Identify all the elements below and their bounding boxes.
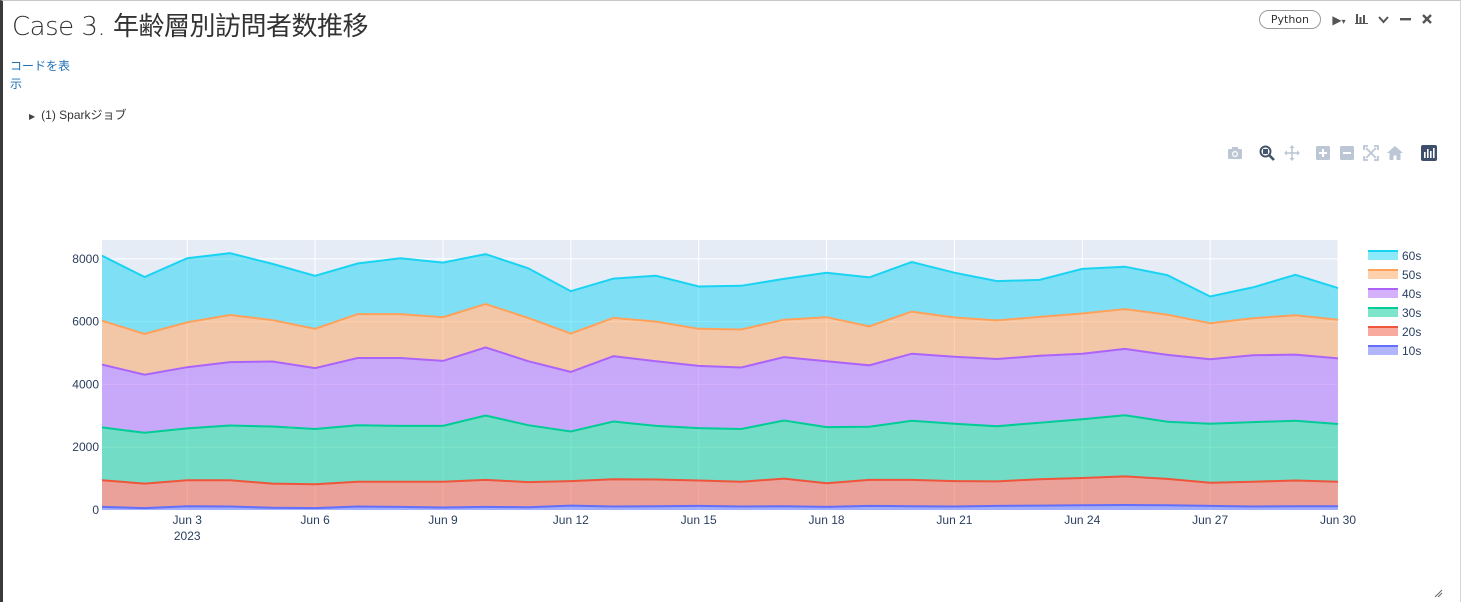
- x-tick-label: Jun 21: [936, 513, 972, 527]
- caret-right-icon: ▶: [29, 112, 36, 121]
- y-tick-label: 6000: [72, 315, 99, 329]
- x-tick-label: Jun 9: [428, 513, 458, 527]
- cell-title: Case 3. 年齢層別訪問者数推移: [12, 12, 368, 42]
- area-50s: [102, 304, 1338, 375]
- run-icon[interactable]: ▶▾: [1332, 12, 1346, 27]
- area-20s: [102, 476, 1338, 509]
- close-icon[interactable]: [1419, 13, 1435, 27]
- x-tick-label: Jun 3: [173, 513, 203, 527]
- legend-label: 10s: [1402, 344, 1421, 358]
- legend-item-60s[interactable]: 60s: [1368, 249, 1421, 263]
- line-40s: [102, 346, 1338, 376]
- x-tick-label: Jun 18: [809, 513, 845, 527]
- legend-label: 50s: [1402, 268, 1421, 282]
- legend-item-10s[interactable]: 10s: [1368, 344, 1421, 358]
- legend-swatch: [1368, 308, 1398, 317]
- legend-swatch: [1368, 270, 1398, 279]
- legend-item-20s[interactable]: 20s: [1368, 325, 1421, 339]
- spark-jobs-label: (1) Sparkジョブ: [41, 108, 127, 122]
- y-tick-label: 8000: [72, 252, 99, 266]
- autoscale-icon[interactable]: [1362, 144, 1380, 162]
- chevron-down-icon[interactable]: [1375, 13, 1391, 27]
- reset-axes-icon[interactable]: [1386, 144, 1404, 162]
- y-tick-label: 2000: [72, 440, 99, 454]
- resize-handle-icon[interactable]: [1433, 588, 1443, 598]
- cell-toolbar: Python ▶▾: [1258, 10, 1435, 29]
- legend-swatch: [1368, 346, 1398, 355]
- zoom-out-icon[interactable]: [1338, 144, 1356, 162]
- x-tick-label: Jun 6: [300, 513, 330, 527]
- legend-label: 60s: [1402, 249, 1421, 263]
- x-tick-label: Jun 30: [1320, 513, 1356, 527]
- spark-jobs-toggle[interactable]: ▶ (1) Sparkジョブ: [29, 106, 127, 123]
- zoom-in-icon[interactable]: [1314, 144, 1332, 162]
- zoom-icon[interactable]: [1258, 144, 1276, 162]
- chart-icon[interactable]: [1353, 12, 1369, 27]
- language-badge[interactable]: Python: [1258, 10, 1321, 29]
- legend-swatch: [1368, 251, 1398, 260]
- line-60s: [102, 252, 1338, 298]
- legend-swatch: [1368, 289, 1398, 298]
- axes: 0 2000 4000 6000 8000 Jun 3 Jun 6 Jun 9 Jun 12 Ju…: [72, 252, 1356, 543]
- plotly-logo-icon[interactable]: [1420, 144, 1438, 162]
- legend-label: 30s: [1402, 306, 1421, 320]
- area-60s: [102, 253, 1338, 334]
- minimize-icon[interactable]: [1397, 13, 1413, 27]
- legend-item-50s[interactable]: 50s: [1368, 268, 1421, 282]
- legend-item-40s[interactable]: 40s: [1368, 287, 1421, 301]
- legend-swatch: [1368, 327, 1398, 336]
- y-tick-label: 4000: [72, 377, 99, 391]
- x-tick-label: Jun 27: [1192, 513, 1228, 527]
- line-20s: [102, 475, 1338, 486]
- legend-item-30s[interactable]: 30s: [1368, 306, 1421, 320]
- line-50s: [102, 302, 1338, 335]
- area-30s: [102, 415, 1338, 485]
- pan-icon[interactable]: [1283, 144, 1301, 162]
- legend-label: 40s: [1402, 287, 1421, 301]
- x-tick-label: Jun 15: [681, 513, 717, 527]
- x-tick-label: Jun 12: [553, 513, 589, 527]
- legend-label: 20s: [1402, 325, 1421, 339]
- series-lines: [102, 252, 1338, 510]
- x-tick-label: Jun 24: [1064, 513, 1100, 527]
- legend: 60s 50s 40s 30s 20s 10s: [1368, 249, 1421, 358]
- camera-icon[interactable]: [1226, 144, 1244, 162]
- y-tick-label: 0: [92, 503, 99, 517]
- area-series: [102, 253, 1338, 510]
- line-10s: [102, 503, 1338, 510]
- x-year-label: 2023: [174, 529, 201, 543]
- line-30s: [102, 414, 1338, 434]
- show-code-link[interactable]: コードを表示: [10, 59, 71, 91]
- area-40s: [102, 347, 1338, 433]
